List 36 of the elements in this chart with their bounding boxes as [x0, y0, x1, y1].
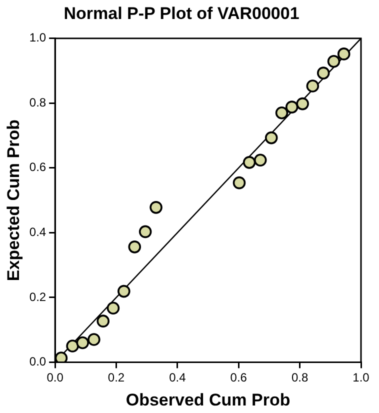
point: [128, 240, 142, 254]
y-tick-label: 1.0: [29, 30, 46, 45]
point: [232, 176, 246, 190]
point: [275, 106, 288, 120]
x-tick-label: 0.6: [230, 370, 248, 385]
y-tick-label: 0.4: [29, 224, 46, 239]
chart-title: Normal P-P Plot of VAR00001: [64, 4, 300, 23]
y-tick-label: 0.2: [29, 290, 46, 304]
point: [150, 201, 162, 214]
point: [337, 48, 350, 60]
point: [306, 80, 320, 92]
x-axis-title: Observed Cum Prob: [126, 390, 290, 410]
point: [66, 340, 79, 352]
point: [76, 336, 90, 350]
point: [55, 352, 68, 362]
y-tick-label: 0.8: [29, 95, 46, 110]
point: [106, 302, 120, 315]
point: [264, 131, 278, 144]
x-tick-label: 0.2: [108, 370, 125, 385]
point: [88, 333, 100, 346]
point: [96, 314, 110, 328]
x-tick-label: 1.0: [352, 370, 370, 385]
x-tick-label: 0.8: [291, 370, 308, 385]
point: [296, 97, 309, 110]
y-tick-label: 0.0: [29, 354, 46, 369]
point: [138, 225, 152, 238]
y-axis-title: Expected Cum Prob: [4, 120, 23, 282]
point: [242, 156, 256, 169]
point: [316, 66, 330, 80]
y-tick-label: 0.6: [29, 160, 46, 174]
point: [254, 154, 267, 167]
x-tick-label: 0.4: [169, 370, 186, 385]
x-tick-label: 0.0: [46, 370, 64, 385]
point: [118, 284, 130, 298]
point: [327, 54, 340, 68]
point: [285, 100, 298, 114]
